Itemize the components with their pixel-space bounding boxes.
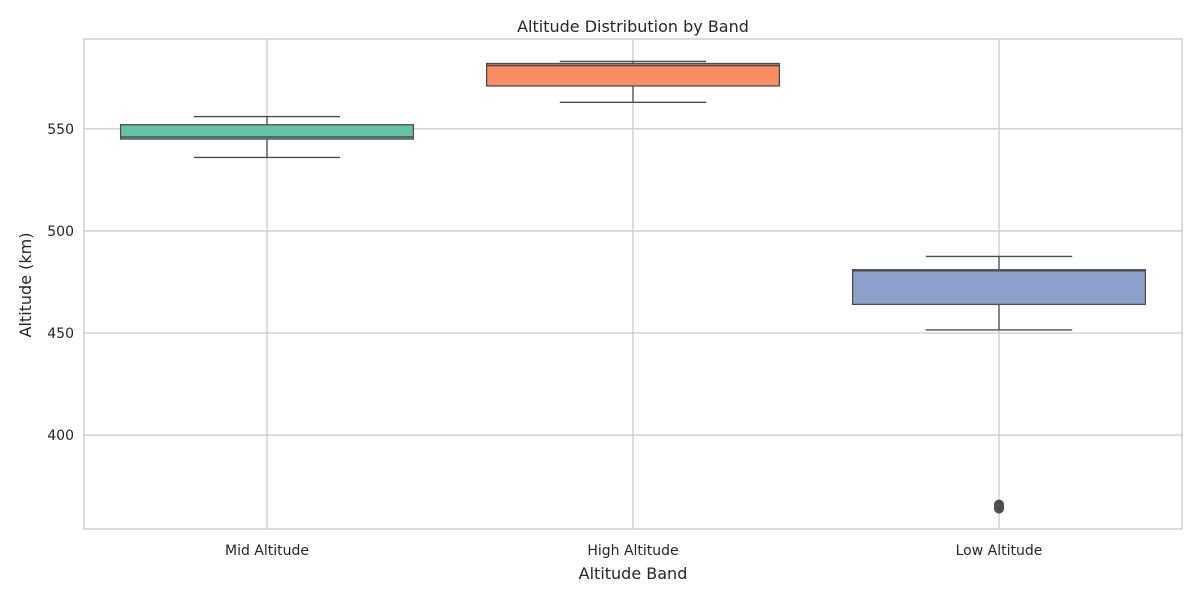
box-layer <box>119 60 1147 514</box>
y-tick-label: 550 <box>47 122 74 138</box>
tick-label-layer: 400 450 500 550 Mid Altitude High Altitude Low… <box>47 122 1042 559</box>
x-axis-label: Altitude Band <box>579 564 688 583</box>
box-iqr <box>485 62 781 87</box>
plot-area-frame <box>83 38 1183 530</box>
x-tick-label: High Altitude <box>587 543 678 559</box>
y-axis-label: Altitude (km) <box>16 233 35 338</box>
box-iqr <box>119 124 415 140</box>
box-group <box>119 115 415 159</box>
box-iqr <box>851 269 1147 306</box>
y-tick-label: 450 <box>47 326 74 342</box>
y-tick-label: 500 <box>47 224 74 240</box>
box-group <box>485 60 781 103</box>
box-group <box>851 255 1147 514</box>
x-tick-label: Mid Altitude <box>225 543 309 559</box>
chart-title: Altitude Distribution by Band <box>517 17 749 36</box>
y-tick-label: 400 <box>47 428 74 444</box>
outlier-point <box>994 502 1004 513</box>
x-tick-label: Low Altitude <box>956 543 1043 559</box>
